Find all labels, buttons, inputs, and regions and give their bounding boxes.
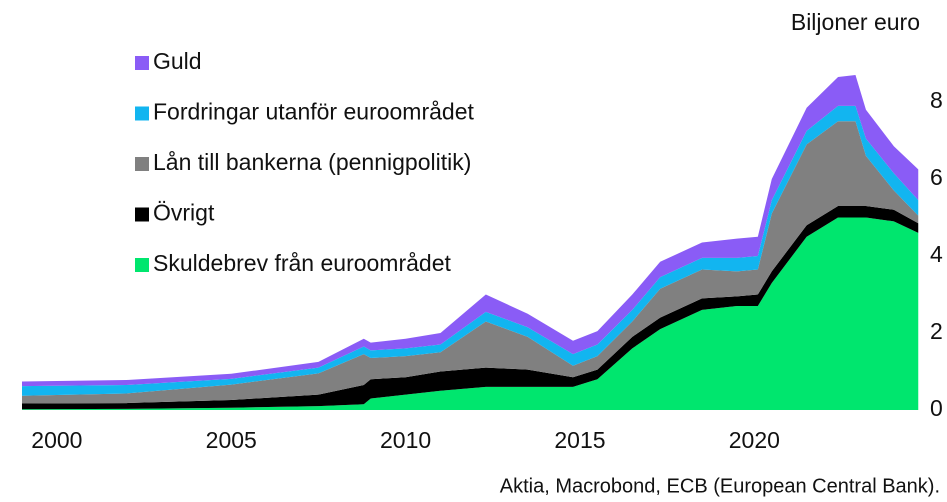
x-tick-label: 2010 xyxy=(380,427,431,453)
area xyxy=(22,217,919,410)
source: Aktia, Macrobond, ECB (European Central … xyxy=(500,475,940,497)
y-tick-label: 0 xyxy=(930,395,943,421)
legend-label: Guld xyxy=(153,48,202,74)
legend-label: Lån till bankerna (pennigpolitik) xyxy=(153,149,471,175)
y-tick-label: 8 xyxy=(930,87,943,113)
y-tick-label: 4 xyxy=(930,241,943,267)
x-tick-label: 2020 xyxy=(729,427,780,453)
x-tick-label: 2000 xyxy=(31,427,82,453)
area xyxy=(22,75,919,387)
legend-label: Skuldebrev från euroområdet xyxy=(153,250,451,276)
y-tick-label: 6 xyxy=(930,164,943,190)
legend-label: Övrigt xyxy=(153,200,215,226)
legend-swatch xyxy=(135,106,149,121)
legend-swatch xyxy=(135,258,149,272)
x-tick-label: 2005 xyxy=(206,427,257,453)
legend-swatch xyxy=(135,157,149,171)
x-tick-label: 2015 xyxy=(554,427,605,453)
legend-swatch xyxy=(135,207,149,222)
area xyxy=(22,121,919,404)
legend-label: Fordringar utanför euroområdet xyxy=(153,99,474,125)
legend-swatch xyxy=(135,56,149,70)
y-tick-label: 2 xyxy=(930,318,943,344)
unit-label: Biljoner euro xyxy=(791,9,920,35)
